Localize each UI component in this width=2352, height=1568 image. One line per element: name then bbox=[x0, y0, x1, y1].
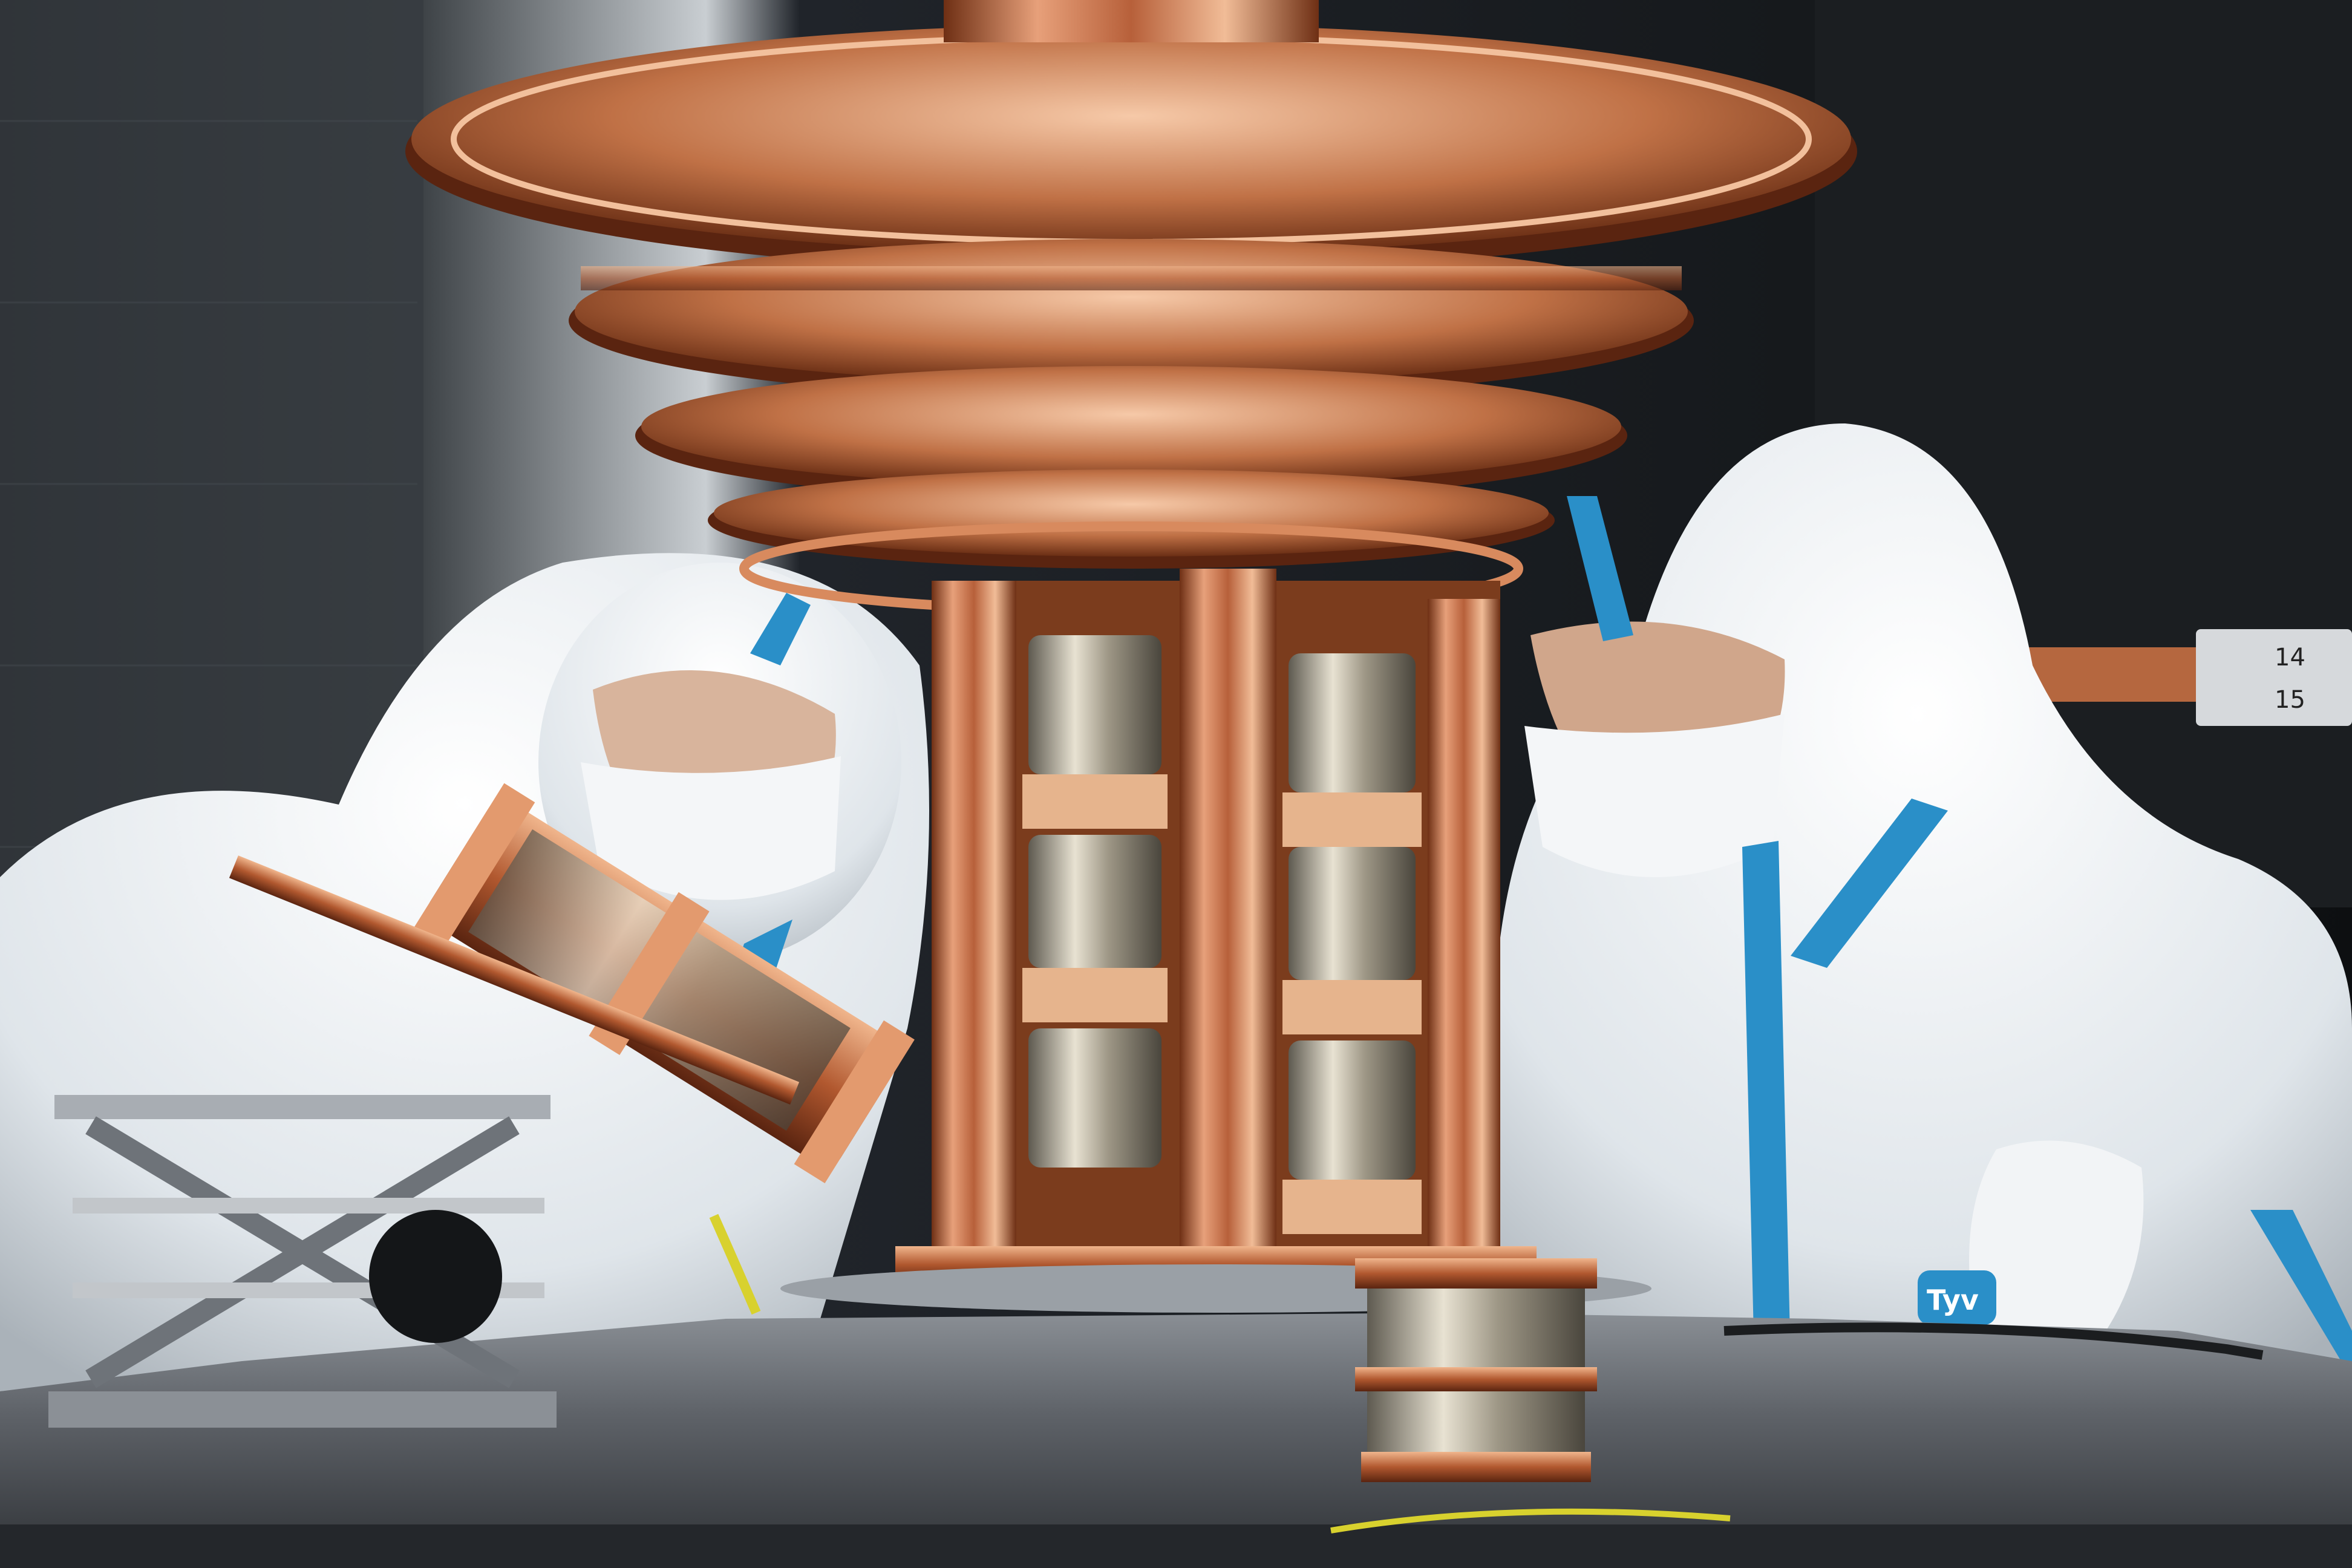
label-bottom-text: 15 bbox=[2275, 686, 2305, 714]
glove-right bbox=[1969, 1140, 2144, 1353]
small-detector bbox=[1355, 1258, 1597, 1482]
tape-left-hood bbox=[750, 593, 811, 665]
tape-right-hood bbox=[1567, 496, 1633, 641]
suit-brand-text: Tyv bbox=[1927, 1284, 1979, 1316]
detector-tower bbox=[780, 569, 1651, 1313]
tape-right-chest bbox=[1742, 841, 1791, 1361]
yellow-wire bbox=[1330, 1508, 1731, 1534]
table-edge bbox=[0, 1524, 2352, 1568]
tape-right-diagonal bbox=[1791, 799, 1948, 968]
yellow-cable bbox=[709, 1214, 761, 1315]
mask-left bbox=[581, 756, 841, 900]
cable bbox=[1723, 1322, 2264, 1360]
mask-right bbox=[1524, 714, 1785, 877]
tape-right-sleeve bbox=[2250, 1210, 2352, 1379]
lab-jack bbox=[48, 1095, 557, 1428]
module-plate bbox=[229, 855, 800, 1105]
suit-badge bbox=[1918, 1270, 1996, 1325]
scientist-right: Tyv bbox=[1482, 423, 2352, 1391]
label-plate bbox=[2196, 629, 2352, 726]
label-top-text: 14 bbox=[2275, 644, 2305, 671]
work-table bbox=[0, 1313, 2352, 1568]
cryostat-plates bbox=[405, 0, 1857, 616]
